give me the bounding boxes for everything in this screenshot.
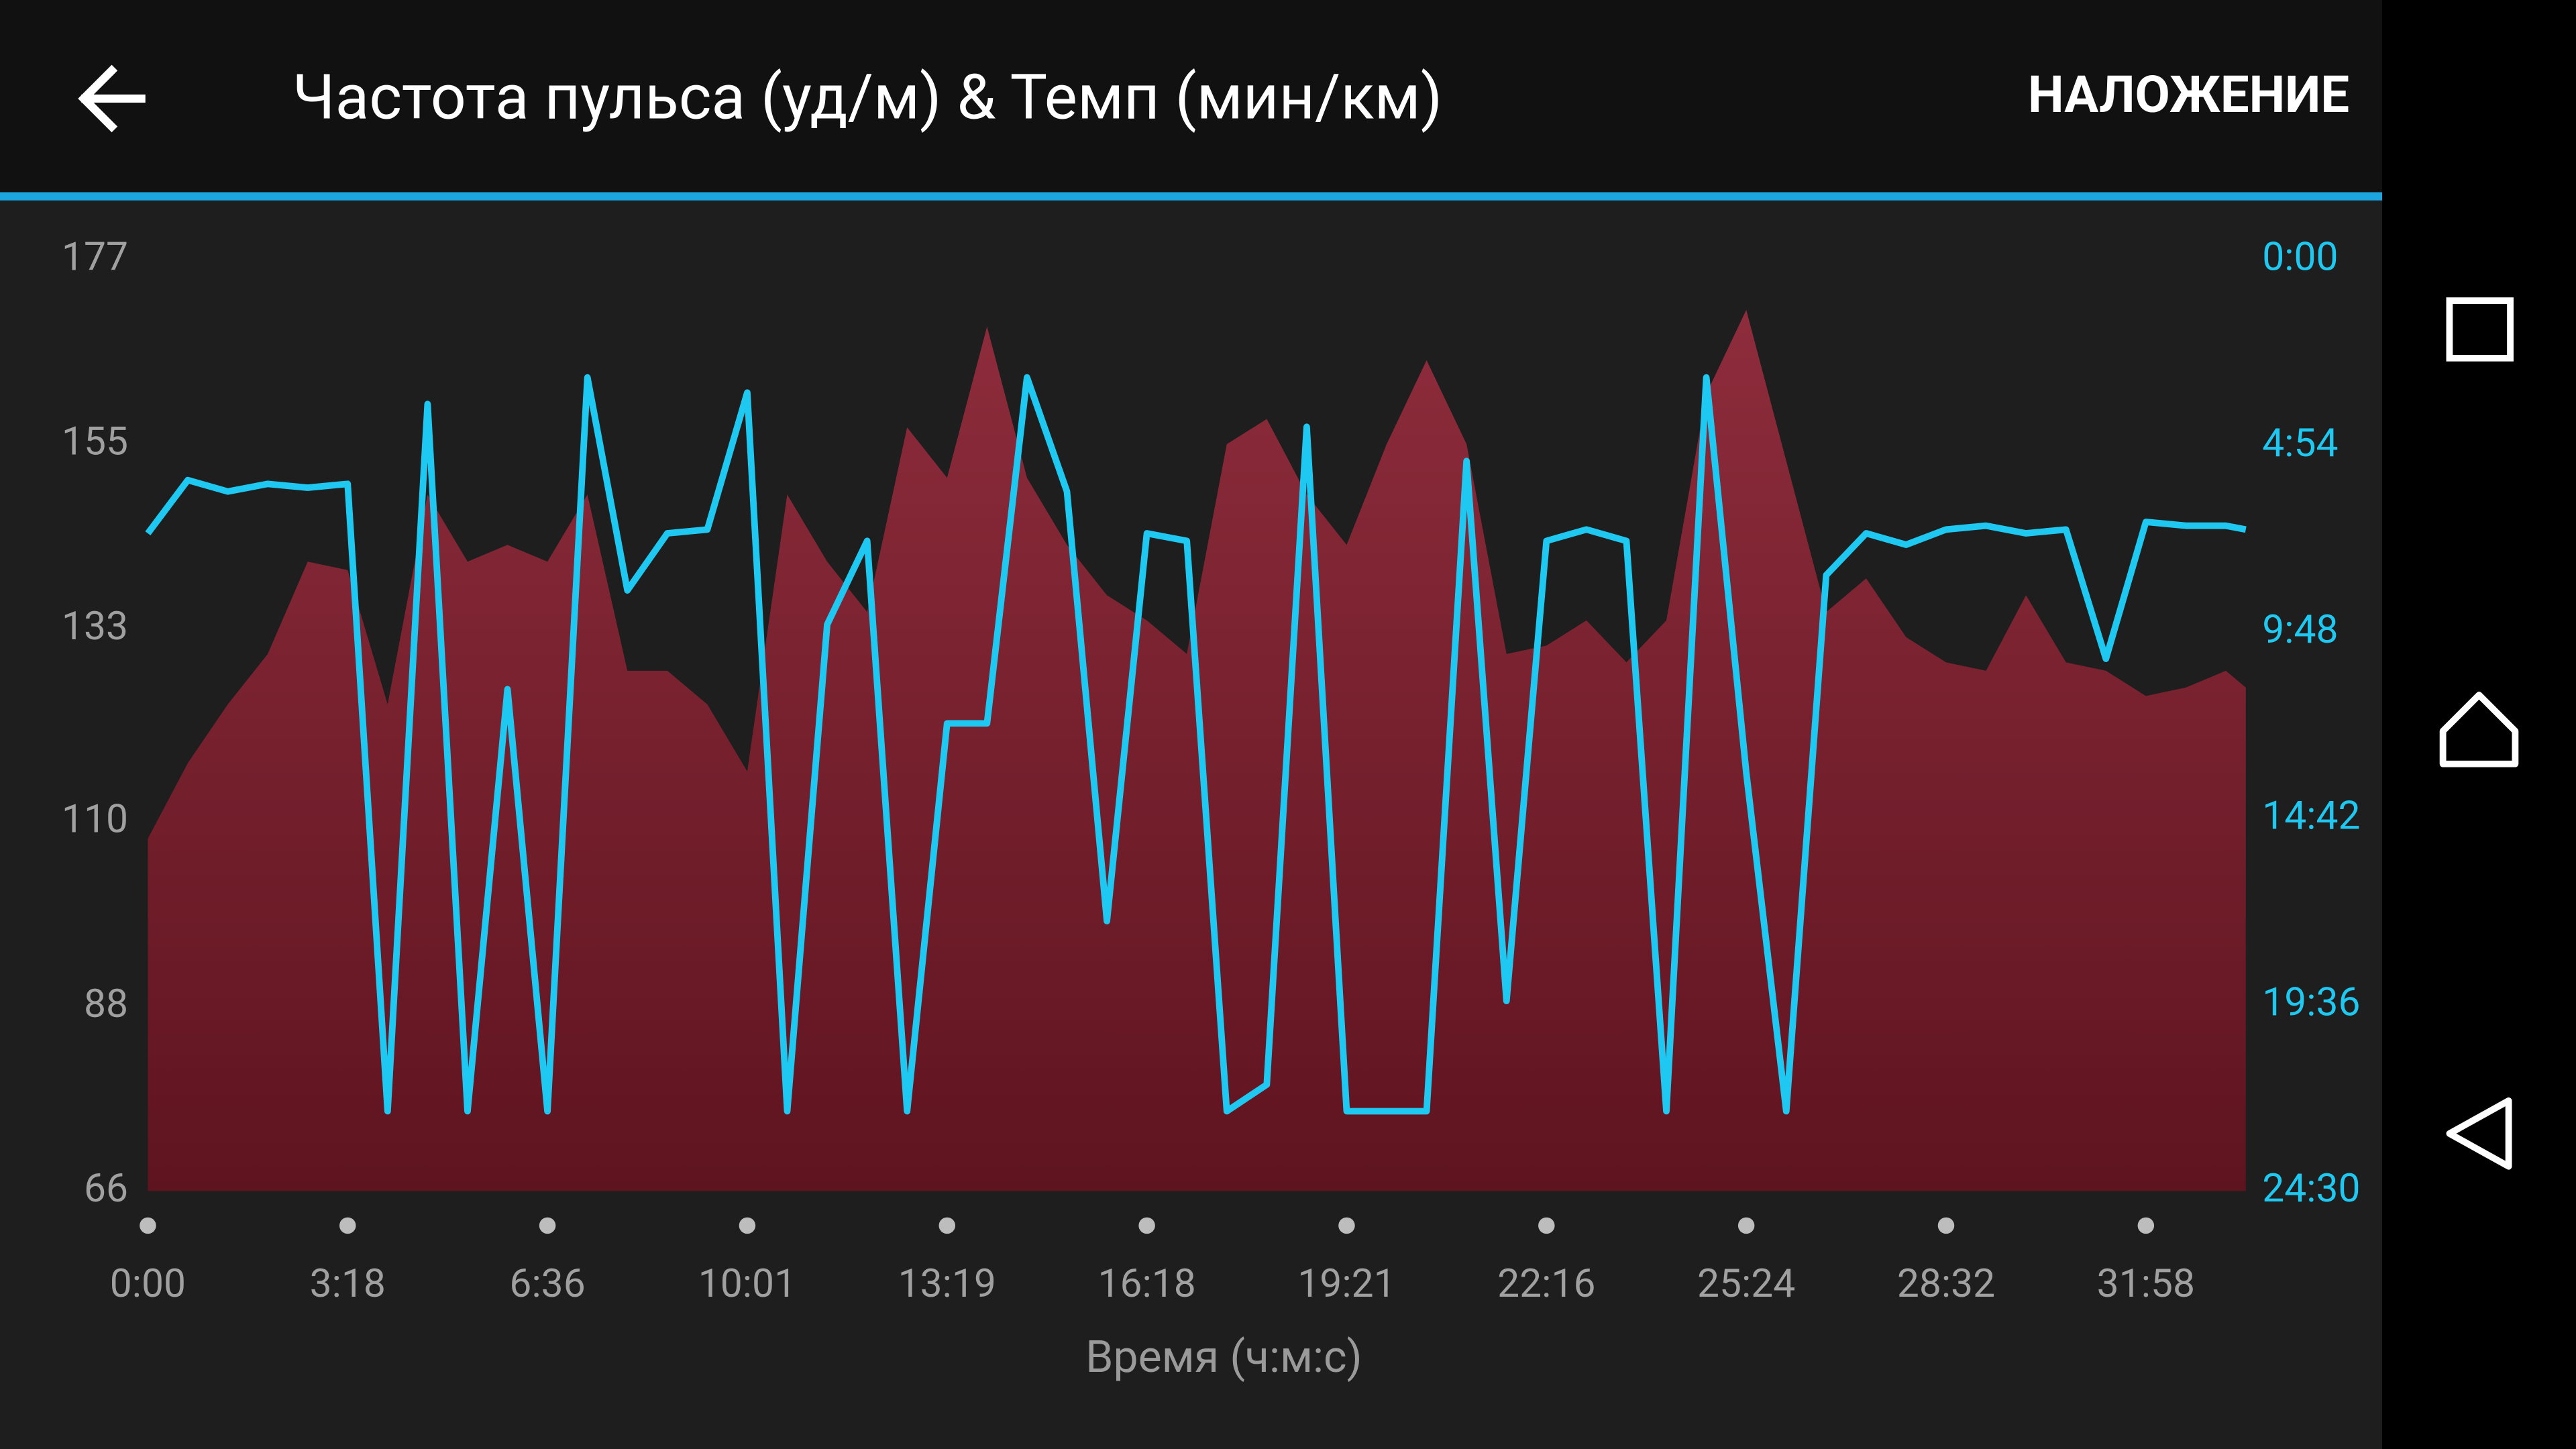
app-bar xyxy=(0,0,2383,193)
y-tick-label: 110 xyxy=(62,796,128,843)
navigation-bar xyxy=(2382,0,2576,1449)
screen-title: Частота пульса (уд/м) & Темп (мин/км) xyxy=(292,60,1442,133)
app-bar-divider xyxy=(0,192,2383,201)
x-tick-mark xyxy=(1937,1217,1955,1234)
pace-line xyxy=(145,374,2247,1115)
back-button[interactable] xyxy=(78,64,146,133)
x-tick-mark xyxy=(1338,1217,1355,1234)
x-tick-label: 22:16 xyxy=(1497,1260,1595,1307)
x-tick-mark xyxy=(2137,1217,2155,1234)
x-tick-mark xyxy=(1737,1217,1755,1234)
x-tick-label: 25:24 xyxy=(1697,1260,1795,1307)
x-tick-label: 3:18 xyxy=(310,1260,386,1307)
x-tick-mark xyxy=(140,1217,156,1234)
plot: 66 88 110 133 155 177 0:00 4:54 9:48 14:42 19:36 24… xyxy=(62,233,2361,1307)
y-tick-label: 133 xyxy=(62,603,128,649)
x-tick-label: 0:00 xyxy=(110,1260,186,1307)
x-tick-label: 19:21 xyxy=(1297,1260,1395,1307)
x-tick-mark xyxy=(938,1217,956,1234)
x-tick-mark xyxy=(1138,1217,1155,1234)
x-tick-mark xyxy=(539,1217,556,1234)
y2-tick-label: 4:54 xyxy=(2262,420,2338,466)
y-tick-label: 66 xyxy=(84,1165,128,1212)
y-tick-label: 155 xyxy=(62,419,128,465)
y-tick-label: 177 xyxy=(62,233,128,280)
back-nav-button[interactable] xyxy=(2446,1097,2512,1170)
y2-tick-label: 0:00 xyxy=(2262,233,2338,280)
x-tick-label: 31:58 xyxy=(2097,1260,2195,1307)
back-arrow-icon[interactable] xyxy=(78,64,146,133)
x-tick-label: 16:18 xyxy=(1097,1260,1195,1307)
x-tick-mark xyxy=(339,1217,356,1234)
x-tick-label: 6:36 xyxy=(509,1260,585,1307)
x-tick-label: 28:32 xyxy=(1897,1260,1995,1307)
x-tick-mark xyxy=(1538,1217,1555,1234)
x-tick-label: 10:01 xyxy=(698,1260,796,1307)
y2-tick-label: 19:36 xyxy=(2262,979,2360,1025)
y2-tick-label: 9:48 xyxy=(2262,606,2338,653)
y2-tick-label: 14:42 xyxy=(2262,793,2360,839)
y2-tick-label: 24:30 xyxy=(2262,1165,2360,1212)
recents-button[interactable] xyxy=(2446,297,2514,362)
x-axis-label: Время (ч:м:с) xyxy=(1085,1332,1362,1383)
x-tick-label: 13:19 xyxy=(898,1260,996,1307)
home-button[interactable] xyxy=(2439,692,2519,767)
x-tick-mark xyxy=(739,1217,756,1234)
y-tick-label: 88 xyxy=(84,981,128,1027)
overlay-button[interactable]: НАЛОЖЕНИЕ xyxy=(2028,65,2349,125)
